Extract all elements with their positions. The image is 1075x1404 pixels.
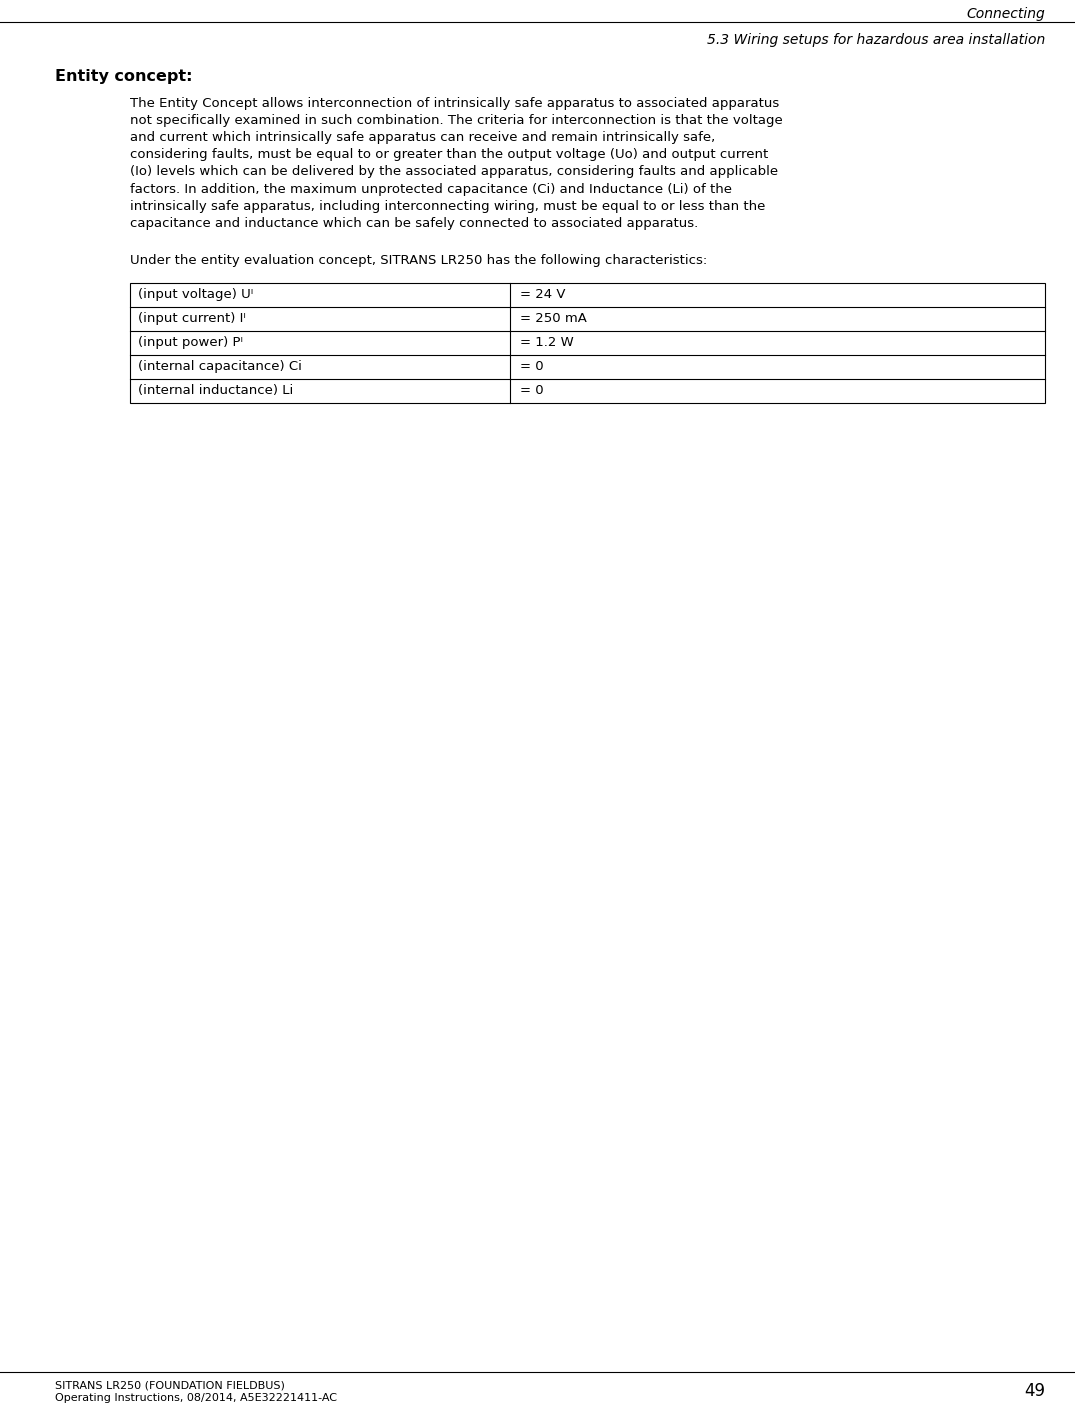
Text: (input power) Pᴵ: (input power) Pᴵ bbox=[138, 336, 243, 350]
Text: considering faults, must be equal to or greater than the output voltage (Uo) and: considering faults, must be equal to or … bbox=[130, 147, 769, 161]
Text: Entity concept:: Entity concept: bbox=[55, 69, 192, 83]
Bar bbox=[130, 282, 1045, 403]
Text: intrinsically safe apparatus, including interconnecting wiring, must be equal to: intrinsically safe apparatus, including … bbox=[130, 199, 765, 212]
Text: not specifically examined in such combination. The criteria for interconnection : not specifically examined in such combin… bbox=[130, 114, 783, 126]
Text: (Io) levels which can be delivered by the associated apparatus, considering faul: (Io) levels which can be delivered by th… bbox=[130, 166, 778, 178]
Text: SITRANS LR250 (FOUNDATION FIELDBUS): SITRANS LR250 (FOUNDATION FIELDBUS) bbox=[55, 1380, 285, 1390]
Text: 49: 49 bbox=[1024, 1382, 1045, 1400]
Text: (input voltage) Uᴵ: (input voltage) Uᴵ bbox=[138, 288, 254, 300]
Text: Under the entity evaluation concept, SITRANS LR250 has the following characteris: Under the entity evaluation concept, SIT… bbox=[130, 254, 707, 267]
Text: capacitance and inductance which can be safely connected to associated apparatus: capacitance and inductance which can be … bbox=[130, 216, 699, 230]
Text: Operating Instructions, 08/2014, A5E32221411-AC: Operating Instructions, 08/2014, A5E3222… bbox=[55, 1393, 336, 1403]
Text: 5.3 Wiring setups for hazardous area installation: 5.3 Wiring setups for hazardous area ins… bbox=[706, 34, 1045, 46]
Text: = 1.2 W: = 1.2 W bbox=[520, 336, 574, 350]
Text: (internal inductance) Li: (internal inductance) Li bbox=[138, 385, 293, 397]
Text: The Entity Concept allows interconnection of intrinsically safe apparatus to ass: The Entity Concept allows interconnectio… bbox=[130, 97, 779, 110]
Text: Connecting: Connecting bbox=[966, 7, 1045, 21]
Text: (input current) Iᴵ: (input current) Iᴵ bbox=[138, 312, 246, 326]
Text: = 0: = 0 bbox=[520, 359, 544, 373]
Text: = 24 V: = 24 V bbox=[520, 288, 565, 300]
Text: = 250 mA: = 250 mA bbox=[520, 312, 587, 326]
Text: = 0: = 0 bbox=[520, 385, 544, 397]
Text: and current which intrinsically safe apparatus can receive and remain intrinsica: and current which intrinsically safe app… bbox=[130, 131, 715, 143]
Text: (internal capacitance) Ci: (internal capacitance) Ci bbox=[138, 359, 302, 373]
Text: factors. In addition, the maximum unprotected capacitance (Ci) and Inductance (L: factors. In addition, the maximum unprot… bbox=[130, 183, 732, 195]
